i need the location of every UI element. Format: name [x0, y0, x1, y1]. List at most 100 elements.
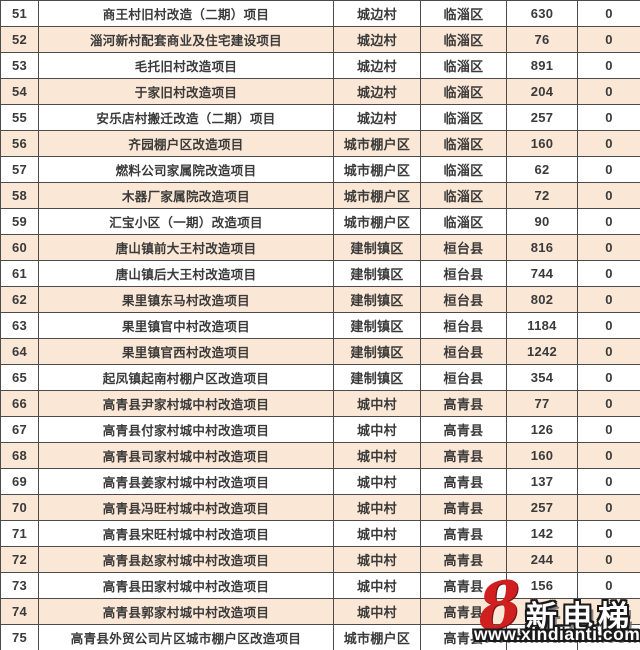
household-count-cell: 244	[506, 546, 578, 573]
renovation-type-cell: 城中村	[333, 598, 421, 625]
zero-value-cell: 0	[577, 0, 640, 27]
table-row: 52 淄河新村配套商业及住宅建设项目 城边村 临淄区 76 0	[0, 26, 640, 53]
district-cell: 高青县	[420, 546, 507, 573]
zero-value-cell: 0	[577, 286, 640, 313]
renovation-type-cell: 建制镇区	[333, 312, 421, 339]
district-cell: 高青县	[420, 390, 507, 417]
row-number-cell: 70	[0, 494, 39, 521]
district-cell: 临淄区	[420, 156, 507, 183]
row-number-cell: 54	[0, 78, 39, 105]
district-cell: 高青县	[420, 598, 507, 625]
district-cell: 高青县	[420, 572, 507, 599]
household-count-cell: 354	[506, 364, 578, 391]
household-count-cell: 1184	[506, 312, 578, 339]
household-count-cell: 137	[506, 468, 578, 495]
household-count-cell: 802	[506, 286, 578, 313]
household-count-cell: 257	[506, 494, 578, 521]
zero-value-cell: 0	[577, 130, 640, 157]
household-count-cell: 142	[506, 520, 578, 547]
zero-value-cell: 0	[577, 364, 640, 391]
table-row: 58 木器厂家属院改造项目 城市棚户区 临淄区 72 0	[0, 182, 640, 209]
district-cell: 临淄区	[420, 0, 507, 27]
table-row: 61 唐山镇后大王村改造项目 建制镇区 桓台县 744 0	[0, 260, 640, 287]
household-count-cell: 891	[506, 52, 578, 79]
renovation-type-cell: 建制镇区	[333, 234, 421, 261]
district-cell: 桓台县	[420, 260, 507, 287]
table-row: 66 高青县尹家村城中村改造项目 城中村 高青县 77 0	[0, 390, 640, 417]
table-row: 56 齐园棚户区改造项目 城市棚户区 临淄区 160 0	[0, 130, 640, 157]
row-number-cell: 59	[0, 208, 39, 235]
table-row: 72 高青县赵家村城中村改造项目 城中村 高青县 244 0	[0, 546, 640, 573]
table-row: 64 果里镇官西村改造项目 建制镇区 桓台县 1242 0	[0, 338, 640, 365]
district-cell: 桓台县	[420, 234, 507, 261]
district-cell: 高青县	[420, 494, 507, 521]
renovation-type-cell: 城市棚户区	[333, 208, 421, 235]
project-name-cell: 淄河新村配套商业及住宅建设项目	[38, 26, 334, 53]
zero-value-cell: 0	[577, 312, 640, 339]
renovation-type-cell: 城边村	[333, 26, 421, 53]
zero-value-cell: 0	[577, 572, 640, 599]
district-cell: 临淄区	[420, 26, 507, 53]
household-count-cell: 126	[506, 416, 578, 443]
household-count-cell: 1242	[506, 338, 578, 365]
district-cell: 临淄区	[420, 52, 507, 79]
zero-value-cell: 0	[577, 234, 640, 261]
row-number-cell: 57	[0, 156, 39, 183]
district-cell: 临淄区	[420, 78, 507, 105]
renovation-type-cell: 建制镇区	[333, 364, 421, 391]
project-name-cell: 汇宝小区（一期）改造项目	[38, 208, 334, 235]
district-cell: 桓台县	[420, 312, 507, 339]
row-number-cell: 75	[0, 624, 39, 650]
zero-value-cell: 0	[577, 78, 640, 105]
district-cell: 桓台县	[420, 364, 507, 391]
zero-value-cell: 0	[577, 494, 640, 521]
table-row: 69 高青县姜家村城中村改造项目 城中村 高青县 137 0	[0, 468, 640, 495]
row-number-cell: 73	[0, 572, 39, 599]
zero-value-cell: 0	[577, 468, 640, 495]
project-name-cell: 起凤镇起南村棚户区改造项目	[38, 364, 334, 391]
district-cell: 临淄区	[420, 182, 507, 209]
table-row: 60 唐山镇前大王村改造项目 建制镇区 桓台县 816 0	[0, 234, 640, 261]
table-row: 55 安乐店村搬迁改造（二期）项目 城边村 临淄区 257 0	[0, 104, 640, 131]
table-row: 62 果里镇东马村改造项目 建制镇区 桓台县 802 0	[0, 286, 640, 313]
row-number-cell: 58	[0, 182, 39, 209]
project-name-cell: 高青县付家村城中村改造项目	[38, 416, 334, 443]
renovation-type-cell: 城边村	[333, 78, 421, 105]
project-name-cell: 高青县司家村城中村改造项目	[38, 442, 334, 469]
row-number-cell: 63	[0, 312, 39, 339]
row-number-cell: 74	[0, 598, 39, 625]
row-number-cell: 51	[0, 0, 39, 27]
table-row: 71 高青县宋旺村城中村改造项目 城中村 高青县 142 0	[0, 520, 640, 547]
project-name-cell: 安乐店村搬迁改造（二期）项目	[38, 104, 334, 131]
row-number-cell: 66	[0, 390, 39, 417]
table-row: 70 高青县冯旺村城中村改造项目 城中村 高青县 257 0	[0, 494, 640, 521]
row-number-cell: 62	[0, 286, 39, 313]
renovation-type-cell: 建制镇区	[333, 286, 421, 313]
zero-value-cell: 0	[577, 520, 640, 547]
row-number-cell: 68	[0, 442, 39, 469]
table-row: 74 高青县郭家村城中村改造项目 城中村 高青县 146 0	[0, 598, 640, 625]
renovation-type-cell: 城边村	[333, 52, 421, 79]
district-cell: 临淄区	[420, 208, 507, 235]
project-name-cell: 唐山镇后大王村改造项目	[38, 260, 334, 287]
table-row: 75 高青县外贸公司片区城市棚户区改造项目 城市棚户区 高青县 0	[0, 624, 640, 650]
row-number-cell: 72	[0, 546, 39, 573]
zero-value-cell: 0	[577, 208, 640, 235]
row-number-cell: 71	[0, 520, 39, 547]
household-count-cell: 90	[506, 208, 578, 235]
table-row: 73 高青县田家村城中村改造项目 城中村 高青县 156 0	[0, 572, 640, 599]
table-row: 67 高青县付家村城中村改造项目 城中村 高青县 126 0	[0, 416, 640, 443]
district-cell: 高青县	[420, 442, 507, 469]
row-number-cell: 53	[0, 52, 39, 79]
renovation-type-cell: 城市棚户区	[333, 156, 421, 183]
project-name-cell: 高青县赵家村城中村改造项目	[38, 546, 334, 573]
project-name-cell: 高青县尹家村城中村改造项目	[38, 390, 334, 417]
row-number-cell: 69	[0, 468, 39, 495]
district-cell: 桓台县	[420, 338, 507, 365]
household-count-cell: 816	[506, 234, 578, 261]
renovation-type-cell: 城中村	[333, 468, 421, 495]
renovation-type-cell: 建制镇区	[333, 338, 421, 365]
project-name-cell: 木器厂家属院改造项目	[38, 182, 334, 209]
household-count-cell: 77	[506, 390, 578, 417]
household-count-cell: 72	[506, 182, 578, 209]
